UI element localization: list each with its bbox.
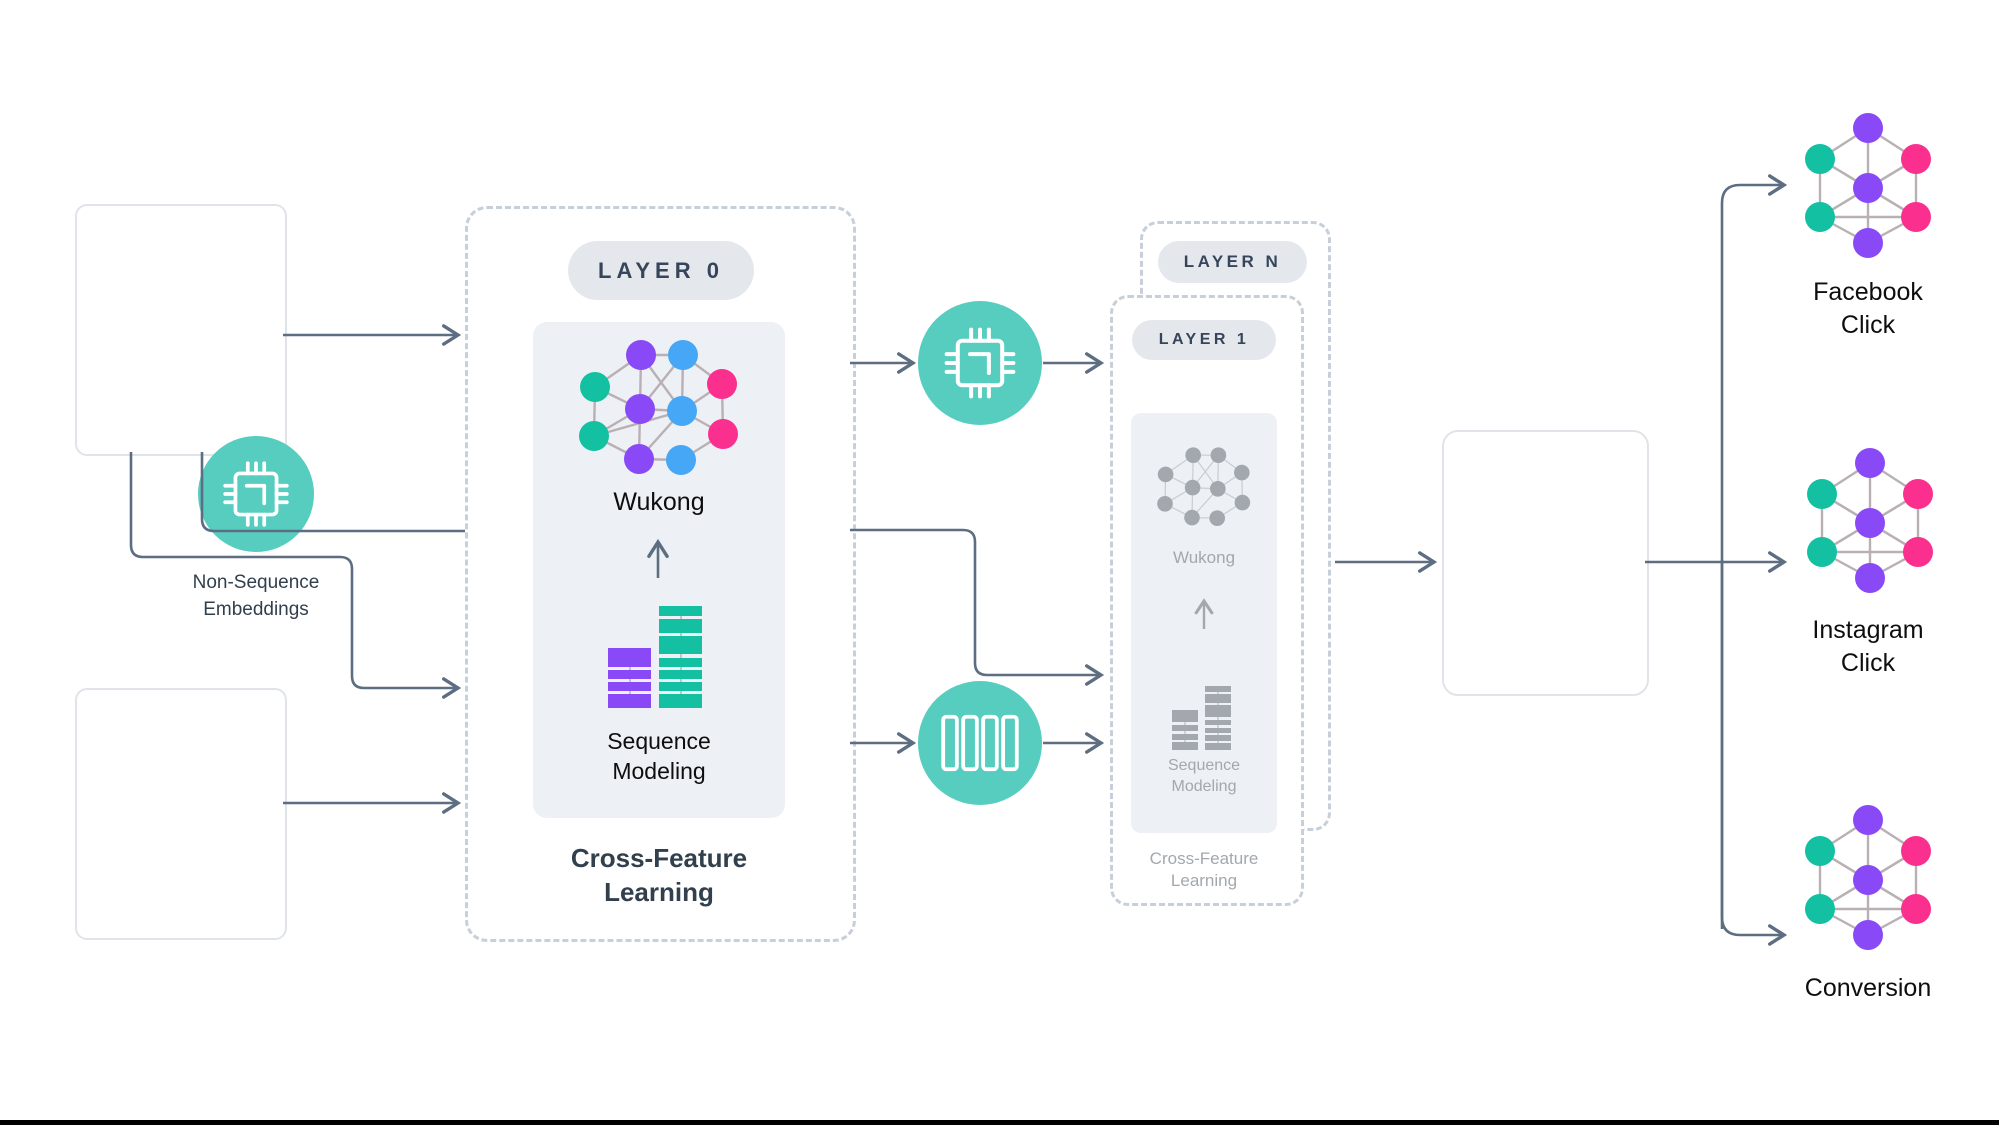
layer0-pill: LAYER 0 <box>568 241 754 300</box>
sequence-modeling-icon <box>608 606 702 708</box>
cross-feature-learning-label-gray: Cross-Feature Learning <box>1149 849 1259 891</box>
conversion-network-icon <box>1803 804 1933 950</box>
sequence-bars-icon <box>939 710 1021 776</box>
bottom-letterbox-bar <box>0 1120 1999 1125</box>
wukong-label: Wukong <box>613 488 705 516</box>
non-sequence-embeddings-card: Non-Sequence Embeddings <box>75 204 319 620</box>
layer-n-pill: LAYER N <box>1158 241 1307 283</box>
facebook-click-label: Facebook Click <box>1813 278 1923 339</box>
chip-relay-circle <box>918 301 1042 425</box>
bars-relay-circle <box>918 681 1042 805</box>
sequence-embeddings-card: Sequence Embeddings <box>75 688 287 940</box>
conversion-label: Conversion <box>1804 974 1932 1002</box>
layer-1-pill: LAYER 1 <box>1132 320 1276 360</box>
non-sequence-embeddings-label: Non-Sequence Embeddings <box>192 572 320 620</box>
instagram-click-label: Instagram Click <box>1812 616 1924 677</box>
sequence-modeling-label: Sequence Modeling <box>607 728 711 785</box>
multitask-card: Multi-task, Multi Objective, Domain Mode… <box>1442 430 1649 696</box>
sequence-modeling-icon-gray <box>1172 686 1231 750</box>
wukong-network-icon-gray <box>1156 446 1252 528</box>
wukong-label-gray: Wukong <box>1172 548 1236 567</box>
cross-feature-learning-label: Cross-Feature Learning <box>570 843 748 907</box>
facebook-click-network-icon <box>1803 112 1933 258</box>
wukong-network-icon <box>579 340 739 476</box>
instagram-click-network-icon <box>1805 447 1935 593</box>
sequence-modeling-label-gray: Sequence Modeling <box>1167 757 1241 795</box>
chip-icon <box>940 323 1020 403</box>
teal-circle <box>198 436 314 552</box>
chip-icon <box>219 457 293 531</box>
